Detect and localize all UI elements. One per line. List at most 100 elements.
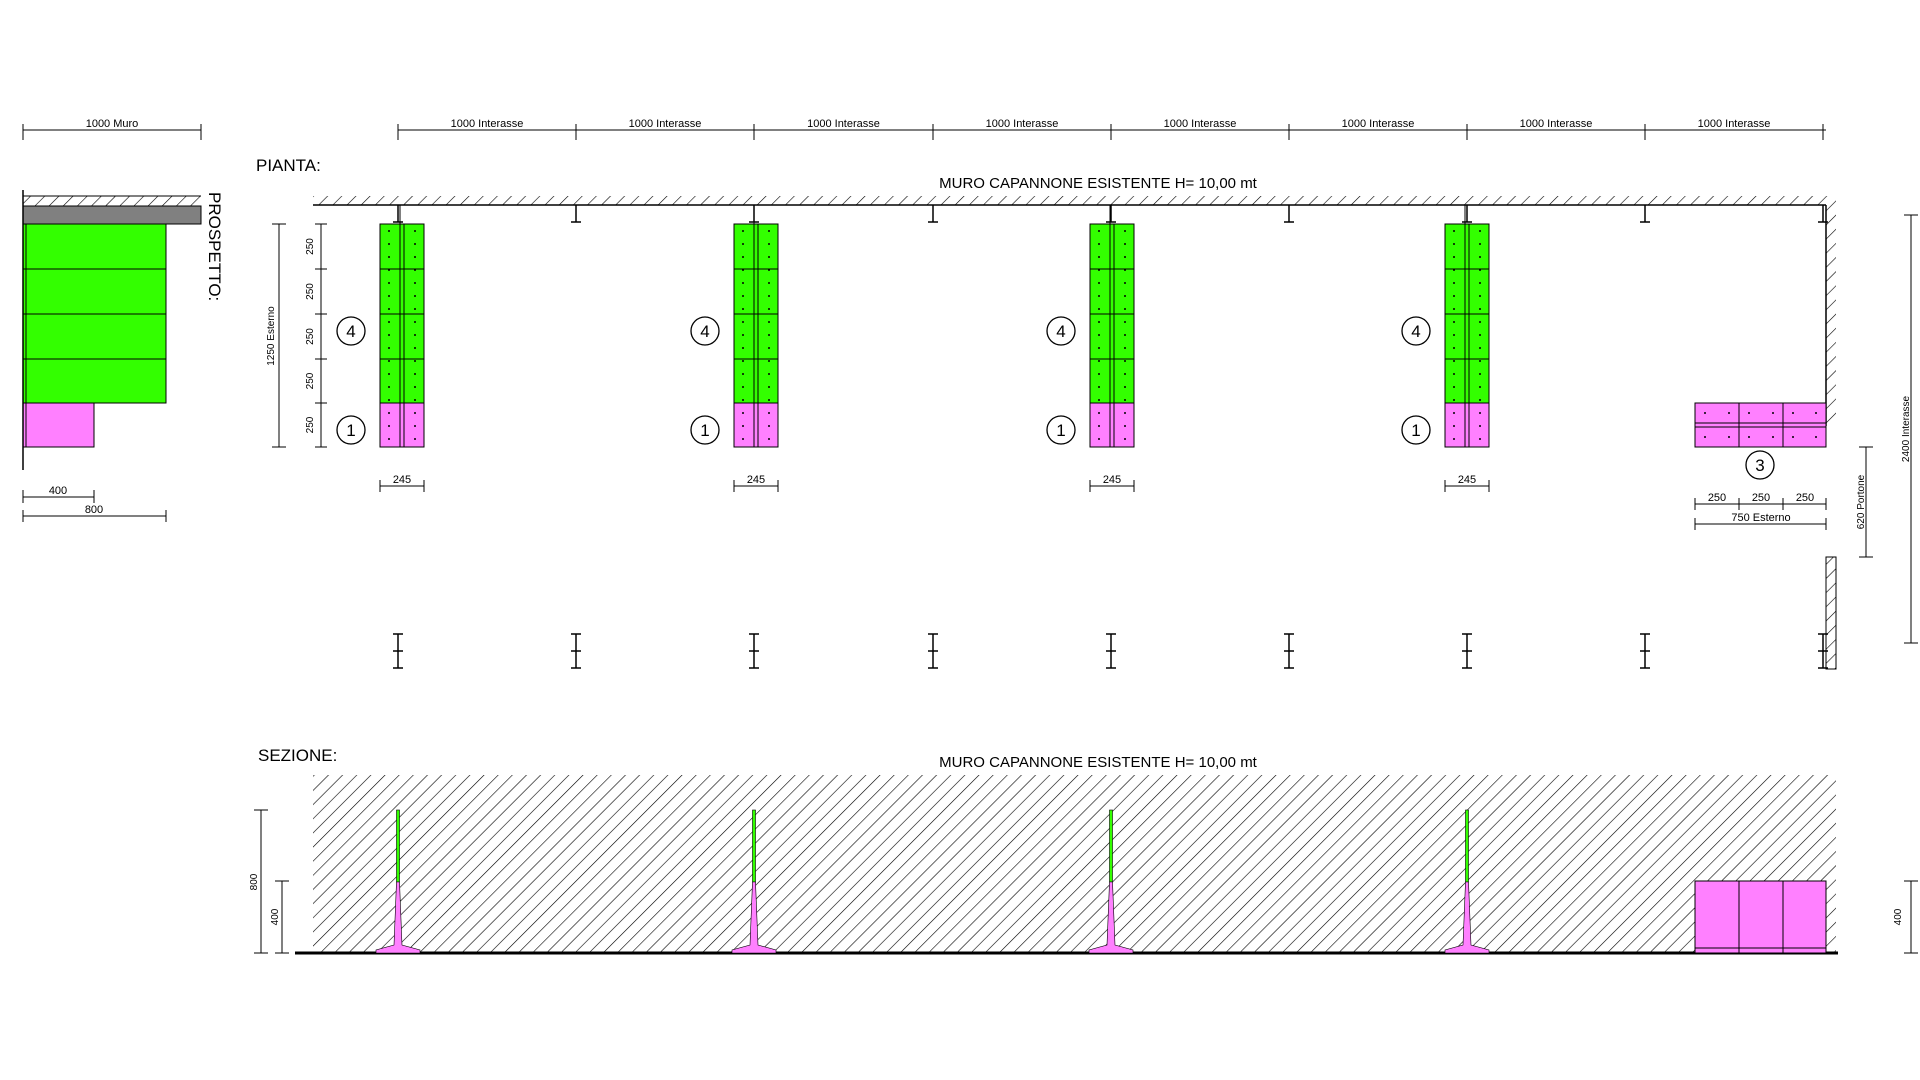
dim-module-label: 250 xyxy=(305,416,316,433)
wall-column xyxy=(1462,205,1472,223)
marker-1-label: 1 xyxy=(1411,421,1420,440)
pianta-label: PIANTA: xyxy=(256,156,321,175)
wall-column xyxy=(393,205,403,223)
section-dim-800: 800 xyxy=(249,873,260,890)
wall-column xyxy=(928,205,938,223)
marker-1: 1 xyxy=(690,415,720,445)
dim-prospetto-400: 400 xyxy=(22,485,95,503)
prospetto-wall-hatch xyxy=(23,196,201,206)
dim-depth: 245 xyxy=(1444,474,1490,492)
marker-3-label: 3 xyxy=(1755,456,1764,475)
section-dim-400-right: 400 xyxy=(1893,908,1904,925)
dim-depth: 245 xyxy=(379,474,425,492)
free-column xyxy=(1818,633,1828,669)
dim-esterno-1250: 1250 Esterno xyxy=(266,223,286,448)
wall-column xyxy=(571,205,581,223)
module-dimensions: 250 250 250 250 250 xyxy=(305,223,327,448)
dim-interasse-label: 1000 Interasse xyxy=(1698,118,1771,130)
marker-1: 1 xyxy=(336,415,366,445)
dim-interasse-label: 1000 Interasse xyxy=(986,118,1059,130)
free-column xyxy=(571,633,581,669)
bench-dim-750-label: 750 Esterno xyxy=(1731,512,1790,524)
prospetto-grey-beam xyxy=(22,205,202,225)
dim-400-label: 400 xyxy=(49,485,67,497)
plan-right-wall-lower xyxy=(1825,556,1837,670)
section-column xyxy=(375,809,421,954)
wall-column xyxy=(1818,205,1828,223)
sezione-label: SEZIONE: xyxy=(258,746,337,765)
dim-depth-label: 245 xyxy=(747,474,765,486)
dim-interasse-label: 1000 Interasse xyxy=(1164,118,1237,130)
dim-interasse-label: 1000 Interasse xyxy=(451,118,524,130)
marker-4-label: 4 xyxy=(1056,322,1065,341)
section-bench xyxy=(1694,880,1827,954)
section-dims: 800 400 400 xyxy=(249,809,1918,954)
rack: 4 1 245 xyxy=(336,205,425,492)
prospetto-label: PROSPETTO: xyxy=(205,192,224,301)
plan-right-wall-hatch xyxy=(1826,205,1836,426)
rack: 4 1 245 xyxy=(1401,205,1490,492)
pianta-view: PIANTA: 1000 Interasse 1000 Interasse 1000… xyxy=(256,118,1918,670)
plan-racks: 4 1 245 4 1 245 4 1 245 4 1 245 xyxy=(336,205,1490,492)
dim-depth-label: 245 xyxy=(393,474,411,486)
section-column xyxy=(1444,809,1490,954)
free-columns xyxy=(393,633,1828,669)
section-column xyxy=(1088,809,1134,954)
wall-title-plan: MURO CAPANNONE ESISTENTE H= 10,00 mt xyxy=(939,175,1258,192)
dim-depth: 245 xyxy=(733,474,779,492)
wall-column xyxy=(1106,205,1116,223)
dim-interasse-label: 1000 Interasse xyxy=(1520,118,1593,130)
marker-4-label: 4 xyxy=(700,322,709,341)
marker-4-label: 4 xyxy=(346,322,355,341)
free-column xyxy=(1640,633,1650,669)
dim-interasse-label: 1000 Interasse xyxy=(807,118,880,130)
bench-dots xyxy=(1704,412,1817,438)
dim-esterno-1250-label: 1250 Esterno xyxy=(266,306,277,366)
section-wall-hatch xyxy=(313,775,1836,953)
dim-interasse-label: 1000 Interasse xyxy=(1342,118,1415,130)
bench-dim-250-a: 250 xyxy=(1708,492,1726,504)
dim-interasse-2400: 2400 Interasse xyxy=(1901,214,1918,644)
section-column xyxy=(731,809,777,954)
marker-1-label: 1 xyxy=(346,421,355,440)
dim-depth: 245 xyxy=(1089,474,1135,492)
marker-4: 4 xyxy=(690,316,720,346)
marker-1-label: 1 xyxy=(700,421,709,440)
marker-1-label: 1 xyxy=(1056,421,1065,440)
marker-1: 1 xyxy=(1046,415,1076,445)
free-column xyxy=(1284,633,1294,669)
dim-interasse-2400-label: 2400 Interasse xyxy=(1901,395,1912,462)
wall-column xyxy=(1640,205,1650,223)
dim-depth-label: 245 xyxy=(1458,474,1476,486)
wall-column xyxy=(1284,205,1294,223)
marker-1: 1 xyxy=(1401,415,1431,445)
prospetto-magenta-module xyxy=(22,402,95,448)
dim-module-label: 250 xyxy=(305,372,316,389)
marker-4: 4 xyxy=(1046,316,1076,346)
dim-portone: 620 Portone xyxy=(1856,446,1873,558)
bench-3 xyxy=(1694,402,1827,448)
wall-title-section: MURO CAPANNONE ESISTENTE H= 10,00 mt xyxy=(939,754,1258,771)
dim-portone-label: 620 Portone xyxy=(1856,474,1867,529)
dim-module-label: 250 xyxy=(305,283,316,300)
section-dim-400: 400 xyxy=(270,908,281,925)
prospetto-green-stack xyxy=(22,223,167,404)
free-column xyxy=(393,633,403,669)
dim-module-label: 250 xyxy=(305,328,316,345)
marker-4: 4 xyxy=(1401,316,1431,346)
marker-4: 4 xyxy=(336,316,366,346)
dim-module-label: 250 xyxy=(305,238,316,255)
marker-4-label: 4 xyxy=(1411,322,1420,341)
bench-dim-250-c: 250 xyxy=(1796,492,1814,504)
rack: 4 1 245 xyxy=(1046,205,1135,492)
free-column xyxy=(1106,633,1116,669)
dim-depth-label: 245 xyxy=(1103,474,1121,486)
dim-800-label: 800 xyxy=(85,504,103,516)
marker-3: 3 xyxy=(1745,450,1775,480)
sezione-view: SEZIONE: MURO CAPANNONE ESISTENTE H= 10,… xyxy=(249,746,1918,955)
free-column xyxy=(1462,633,1472,669)
dim-prospetto-800: 800 xyxy=(22,504,167,522)
plan-wall-hatch xyxy=(313,196,1836,205)
dim-muro-label: 1000 Muro xyxy=(86,118,139,130)
